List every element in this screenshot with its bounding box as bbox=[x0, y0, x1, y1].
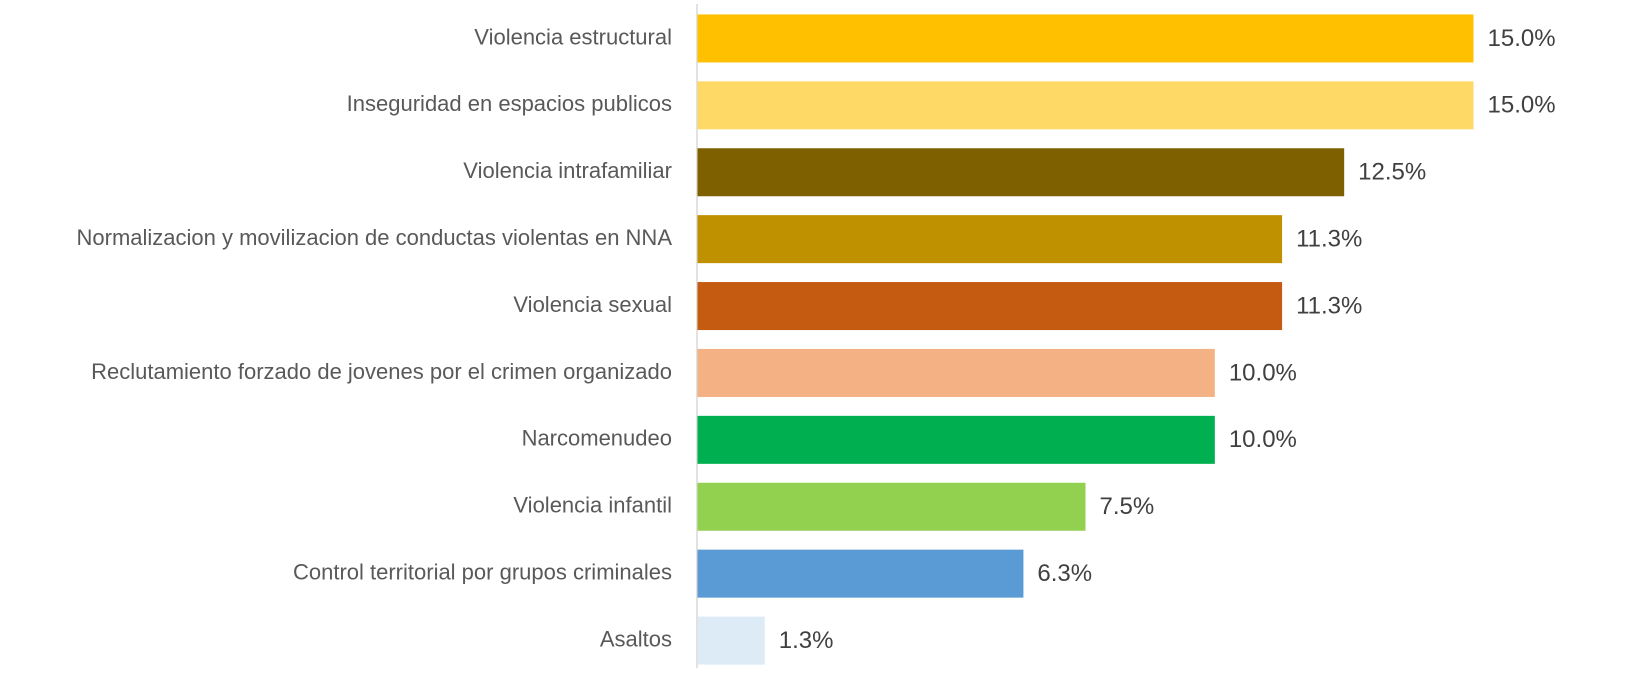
bar bbox=[697, 81, 1474, 130]
value-label: 10.0% bbox=[1229, 426, 1297, 453]
category-label: Narcomenudeo bbox=[522, 426, 672, 451]
category-label: Control territorial por grupos criminale… bbox=[293, 559, 672, 584]
value-label: 11.3% bbox=[1296, 225, 1362, 252]
bar bbox=[697, 348, 1215, 397]
category-label: Normalizacion y movilizacion de conducta… bbox=[77, 225, 673, 250]
value-label: 10.0% bbox=[1229, 359, 1297, 386]
bar bbox=[697, 616, 765, 665]
value-label: 11.3% bbox=[1296, 292, 1362, 319]
bar bbox=[697, 282, 1283, 331]
category-label: Violencia estructural bbox=[474, 24, 672, 49]
value-label: 1.3% bbox=[779, 627, 834, 654]
category-label: Violencia sexual bbox=[513, 292, 672, 317]
category-label: Reclutamiento forzado de jovenes por el … bbox=[91, 359, 672, 384]
value-label: 15.0% bbox=[1488, 25, 1556, 52]
value-label: 6.3% bbox=[1037, 560, 1092, 587]
bar bbox=[697, 215, 1283, 264]
category-label: Inseguridad en espacios publicos bbox=[347, 91, 672, 116]
category-label: Asaltos bbox=[600, 626, 672, 651]
bar bbox=[697, 482, 1086, 531]
value-label: 15.0% bbox=[1488, 92, 1556, 119]
bar bbox=[697, 14, 1474, 63]
category-label: Violencia intrafamiliar bbox=[463, 158, 672, 183]
bar bbox=[697, 549, 1024, 598]
bar bbox=[697, 415, 1215, 464]
category-label: Violencia infantil bbox=[513, 493, 672, 518]
value-label: 7.5% bbox=[1100, 493, 1155, 520]
bar bbox=[697, 148, 1345, 197]
value-label: 12.5% bbox=[1358, 159, 1426, 186]
